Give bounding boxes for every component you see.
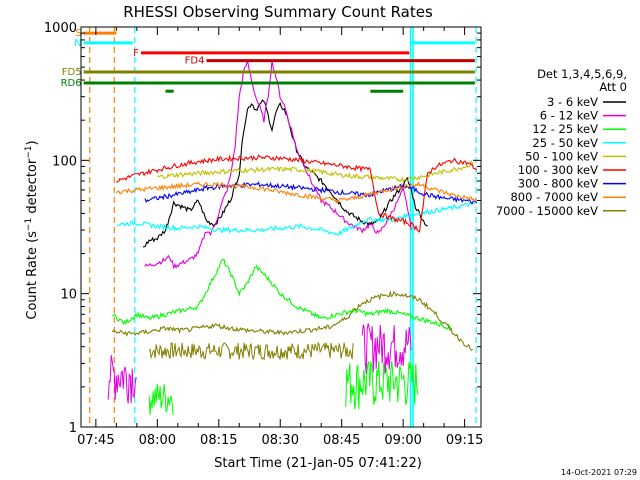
axes: 1 10 100 1000 07:45 08:00 08:15 08:30 08:45 09:00… bbox=[44, 21, 483, 448]
state-bar-label-1: N bbox=[74, 38, 81, 49]
axes-frame bbox=[80, 26, 482, 428]
legend-label-5: 100 - 300 keV bbox=[518, 163, 598, 177]
legend-label-8: 7000 - 15000 keV bbox=[496, 204, 598, 218]
legend-label-7: 800 - 7000 keV bbox=[510, 190, 598, 204]
y-tick-label-2: 100 bbox=[52, 154, 77, 169]
series-line-1 bbox=[144, 59, 412, 269]
series-line-8 bbox=[111, 289, 473, 351]
series-line-5 bbox=[116, 154, 478, 233]
legend-label-2: 12 - 25 keV bbox=[532, 122, 598, 136]
x-axis-label: Start Time (21-Jan-05 07:41:22) bbox=[214, 456, 422, 471]
legend-label-3: 25 - 50 keV bbox=[532, 136, 598, 150]
noise-band-3 bbox=[107, 355, 137, 404]
y-tick-label-3: 1000 bbox=[44, 21, 77, 36]
y-axis-label-end: ) bbox=[25, 140, 40, 145]
legend-label-0: 3 - 6 keV bbox=[547, 95, 598, 109]
noise-band-0 bbox=[148, 341, 354, 361]
series-line-7 bbox=[115, 180, 478, 204]
noise-band-1 bbox=[148, 383, 174, 416]
x-tick-label-4: 08:45 bbox=[323, 433, 360, 448]
chart-title: RHESSI Observing Summary Count Rates bbox=[123, 3, 433, 21]
legend-label-6: 300 - 800 keV bbox=[518, 177, 598, 191]
y-axis-label-sup2: −1 bbox=[24, 145, 34, 158]
noise-band-4 bbox=[361, 323, 412, 374]
noise-band-2 bbox=[345, 360, 419, 410]
legend-header-line-2: Att 0 bbox=[599, 80, 627, 94]
x-tick-label-3: 08:30 bbox=[262, 433, 299, 448]
y-axis-label: Count Rate (s−1 detector−1) bbox=[24, 140, 40, 319]
y-axis-label-sup1: −1 bbox=[24, 218, 34, 231]
y-tick-label-0: 1 bbox=[69, 421, 77, 436]
state-bar-label-3: F bbox=[133, 48, 139, 59]
series-line-2 bbox=[111, 258, 453, 330]
y-axis-label-main: Count Rate (s bbox=[25, 231, 40, 320]
plot-inner bbox=[83, 27, 478, 427]
legend-label-1: 6 - 12 keV bbox=[540, 109, 598, 123]
series-line-4 bbox=[157, 160, 474, 183]
x-tick-label-6: 09:15 bbox=[446, 433, 483, 448]
series-line-3 bbox=[116, 201, 477, 236]
state-bar-label-5: FD5 bbox=[62, 67, 82, 78]
y-axis-label-mid: detector bbox=[25, 158, 40, 218]
state-bar-label-6: RD6 bbox=[61, 78, 82, 89]
x-tick-label-1: 08:00 bbox=[139, 433, 176, 448]
state-bar-label-0: S bbox=[75, 28, 81, 39]
legend-label-4: 50 - 100 keV bbox=[525, 149, 598, 163]
x-tick-label-0: 07:45 bbox=[77, 433, 114, 448]
y-tick-label-1: 10 bbox=[60, 288, 77, 303]
series-line-6 bbox=[144, 180, 478, 205]
legend-header-line-1: Det 1,3,4,5,6,9, bbox=[537, 67, 627, 81]
x-tick-label-5: 09:00 bbox=[384, 433, 421, 448]
state-bar-label-4: FD4 bbox=[185, 56, 205, 67]
x-tick-label-2: 08:15 bbox=[200, 433, 237, 448]
footer-date: 14-Oct-2021 07:29 bbox=[561, 468, 637, 477]
